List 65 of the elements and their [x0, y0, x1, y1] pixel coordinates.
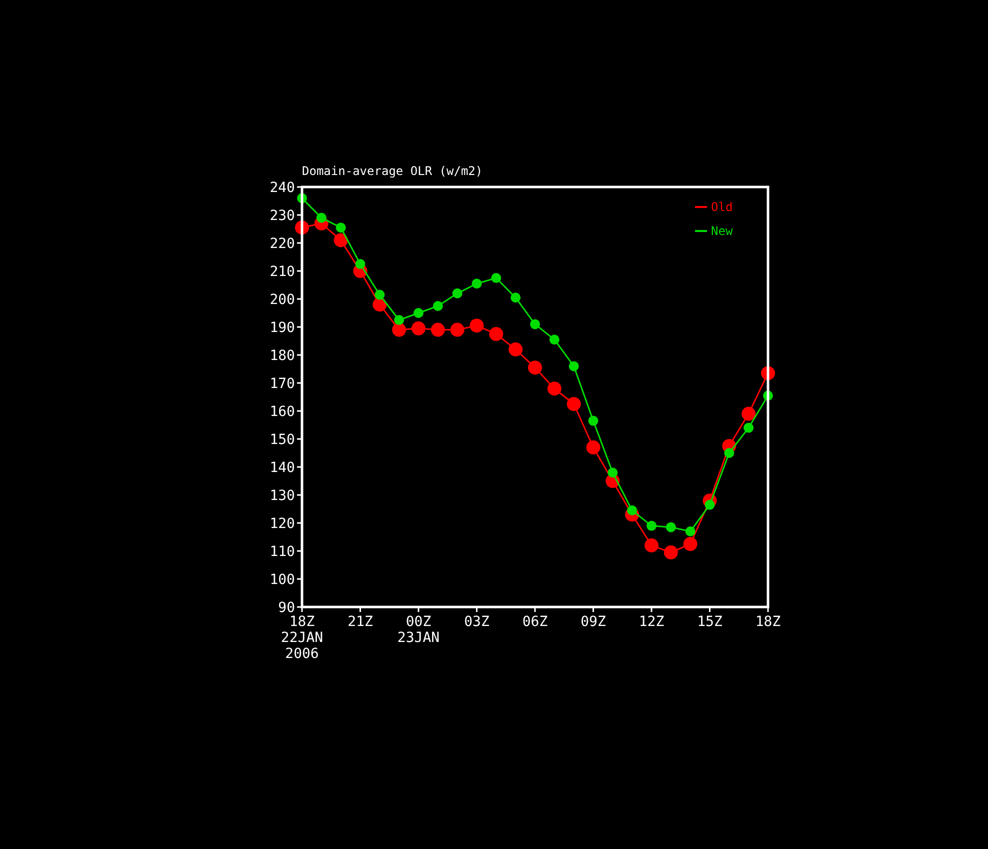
- point: [430, 322, 445, 337]
- x-tick-label: 09Z: [580, 614, 606, 630]
- point: [724, 448, 734, 458]
- point: [394, 315, 404, 325]
- chart-title: Domain-average OLR (w/m2): [302, 164, 483, 178]
- point: [491, 273, 502, 283]
- point: [586, 440, 600, 454]
- point: [547, 382, 562, 396]
- point: [608, 468, 618, 478]
- point: [588, 416, 598, 426]
- y-tick-label: 240: [270, 180, 295, 196]
- point: [646, 520, 656, 531]
- point: [644, 538, 658, 552]
- point: [489, 327, 504, 341]
- point: [510, 292, 521, 303]
- point: [374, 290, 385, 300]
- point: [472, 278, 482, 289]
- y-tick-label: 170: [270, 376, 295, 392]
- y-tick-label: 230: [270, 208, 295, 224]
- point: [742, 406, 756, 421]
- point: [432, 301, 443, 311]
- point: [470, 318, 484, 333]
- y-tick-label: 200: [270, 292, 295, 308]
- y-tick-label: 220: [270, 236, 295, 252]
- x-tick-label: 18Z 22JAN 2006: [280, 614, 324, 662]
- y-tick-label: 190: [270, 320, 295, 336]
- point: [568, 361, 579, 372]
- point: [452, 288, 462, 298]
- x-tick-label: 06Z: [522, 614, 548, 630]
- y-tick-label: 110: [270, 544, 295, 560]
- y-tick-label: 150: [270, 432, 295, 448]
- point: [685, 526, 696, 536]
- point: [392, 322, 406, 337]
- y-tick-label: 90: [278, 600, 295, 616]
- x-tick-label: 21Z: [348, 614, 373, 630]
- point: [528, 360, 542, 375]
- point: [336, 222, 346, 233]
- y-tick-label: 140: [270, 460, 295, 476]
- point: [666, 522, 676, 532]
- y-tick-label: 210: [270, 264, 295, 280]
- y-tick-label: 130: [270, 488, 295, 504]
- y-tick-label: 100: [270, 572, 295, 588]
- x-tick-label: 03Z: [464, 614, 490, 630]
- y-tick-label: 120: [270, 516, 295, 532]
- point: [508, 342, 523, 356]
- point: [664, 545, 678, 560]
- point: [549, 334, 560, 345]
- point: [450, 322, 464, 337]
- x-tick-label: 18Z: [755, 614, 781, 630]
- x-tick-label: 00Z 23JAN: [397, 614, 440, 646]
- point: [414, 308, 424, 318]
- point: [355, 259, 366, 269]
- x-tick-label: 12Z: [638, 614, 664, 630]
- legend-label: Old: [711, 200, 733, 214]
- point: [334, 233, 348, 248]
- point: [566, 397, 581, 411]
- x-tick-label: 15Z: [697, 614, 722, 630]
- point: [530, 319, 540, 330]
- y-tick-label: 180: [270, 348, 295, 364]
- legend-label: New: [711, 224, 734, 238]
- point: [412, 321, 426, 336]
- y-tick-label: 160: [270, 404, 295, 420]
- point: [316, 212, 326, 223]
- point: [744, 422, 754, 433]
- point: [683, 537, 698, 551]
